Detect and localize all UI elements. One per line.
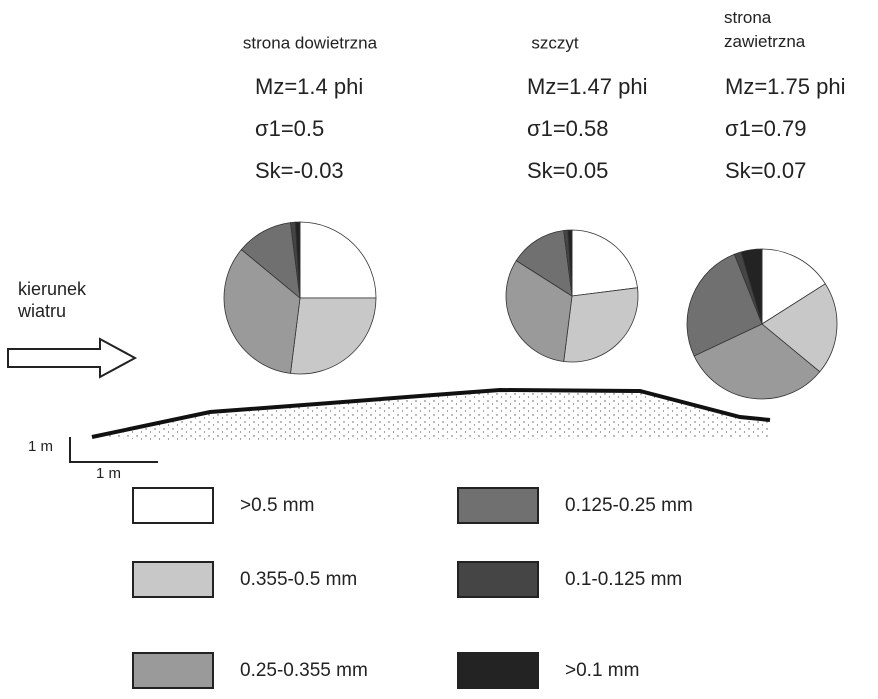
- pie-stat: σ1=0.79: [725, 116, 806, 141]
- figure: 1 m 1 m strona dowietrzna Mz=1.4 phi σ1=0.…: [0, 0, 878, 699]
- pie-stat: σ1=0.58: [527, 116, 608, 141]
- scale-vertical: 1 m: [28, 438, 53, 455]
- pie-title: szczyt: [531, 33, 579, 52]
- pie-slice: [290, 298, 376, 374]
- pie-stat: Mz=1.75 phi: [725, 74, 845, 99]
- pie-title: strona dowietrzna: [243, 33, 378, 52]
- pie-slice: [300, 222, 376, 298]
- pie-title: strona zawietrzna: [724, 6, 834, 54]
- legend-swatch: [458, 562, 538, 597]
- scale-horizontal: 1 m: [96, 465, 121, 482]
- pie-stat: Mz=1.4 phi: [255, 74, 363, 99]
- wind-arrow: [8, 339, 135, 377]
- pie-stat: Sk=0.05: [527, 158, 608, 183]
- pie-stat: σ1=0.5: [255, 116, 324, 141]
- wind-label: kierunek wiatru: [18, 278, 98, 322]
- pie-slice: [564, 288, 638, 362]
- legend-swatch: [458, 488, 538, 523]
- pie-stat: Sk=-0.03: [255, 158, 344, 183]
- legend-label: 0.25-0.355 mm: [240, 660, 368, 681]
- legend-label: 0.1-0.125 mm: [565, 569, 682, 590]
- legend-swatch: [133, 653, 213, 688]
- legend-swatch: [133, 488, 213, 523]
- legend-label: >0.1 mm: [565, 660, 639, 681]
- pie-stat: Mz=1.47 phi: [527, 74, 647, 99]
- pie-stat: Sk=0.07: [725, 158, 806, 183]
- legend-label: 0.125-0.25 mm: [565, 495, 693, 516]
- legend-swatch: [458, 653, 538, 688]
- chart: 1 m 1 m strona dowietrzna Mz=1.4 phi σ1=0.…: [0, 0, 878, 699]
- scale-bar: [70, 437, 158, 462]
- legend-label: 0.355-0.5 mm: [240, 569, 357, 590]
- legend-label: >0.5 mm: [240, 495, 314, 516]
- legend-swatch: [133, 562, 213, 597]
- pie-slice: [572, 230, 637, 296]
